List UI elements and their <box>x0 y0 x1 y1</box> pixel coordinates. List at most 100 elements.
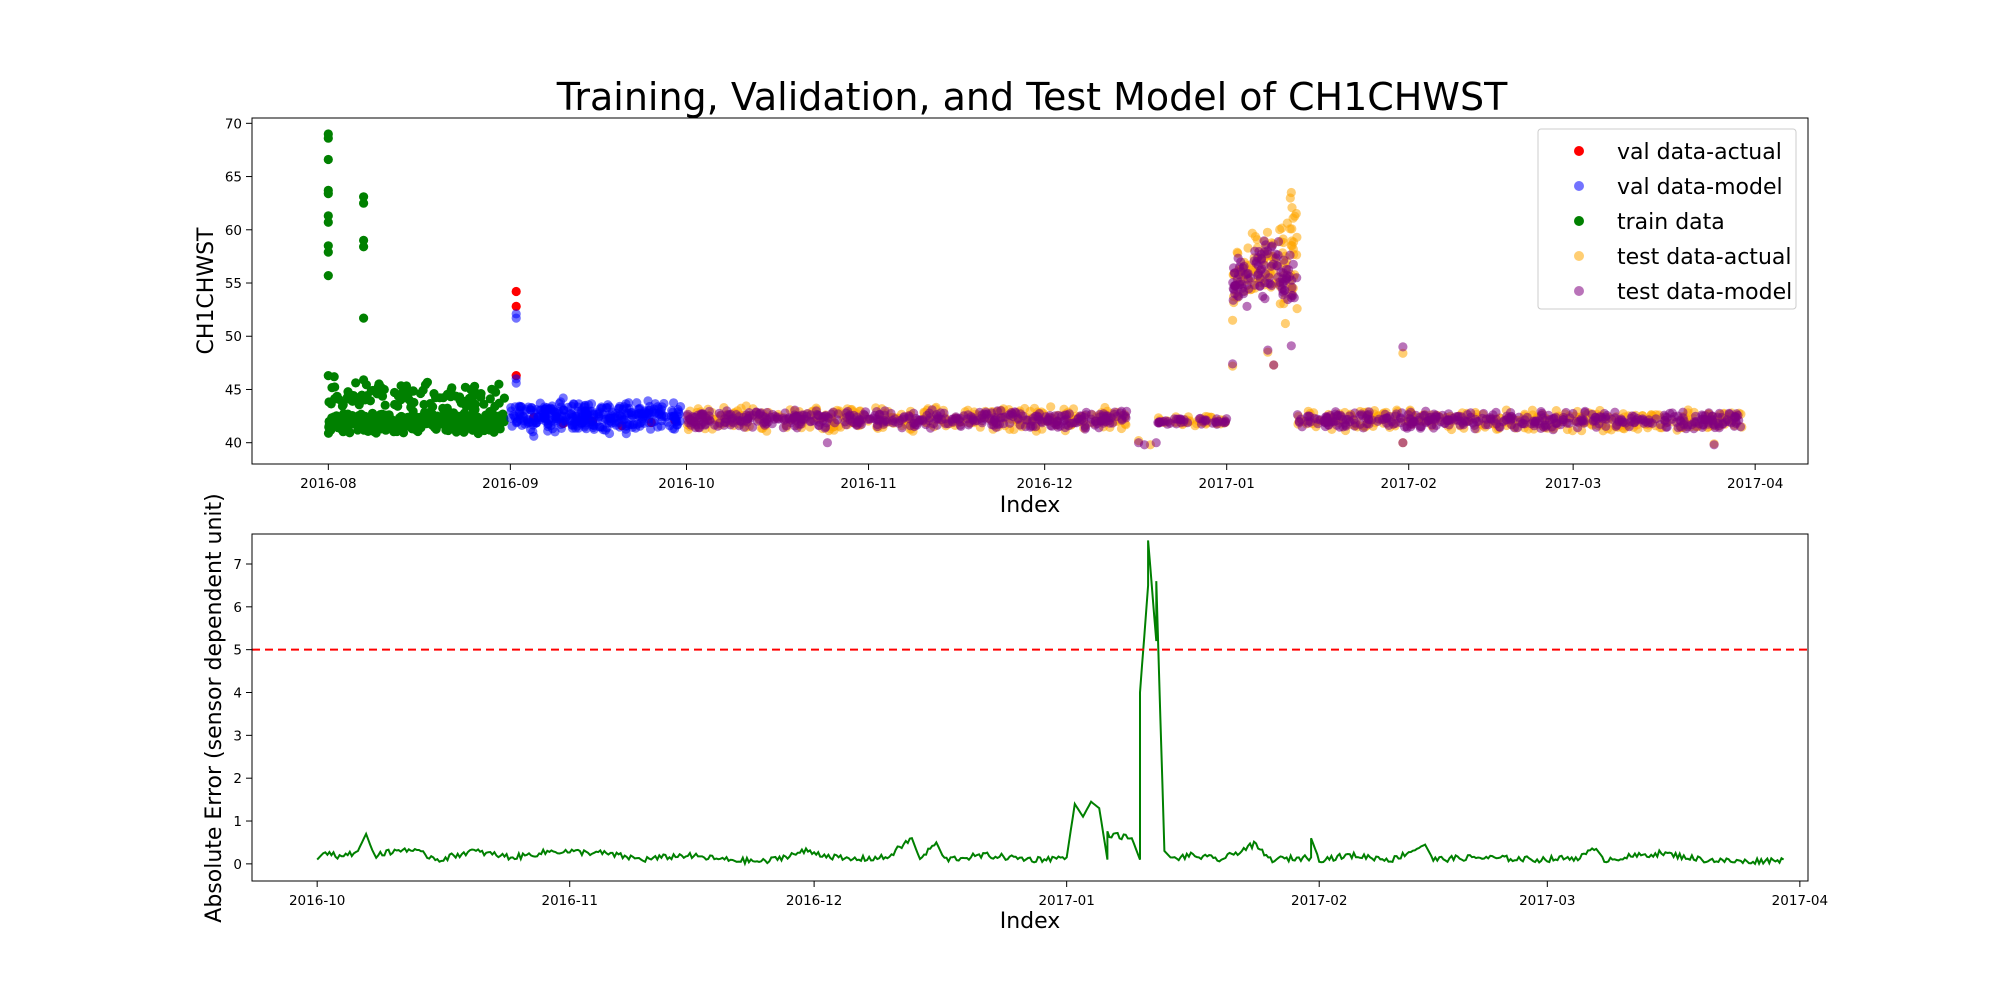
scatter-point <box>636 409 647 419</box>
scatter-point <box>668 424 678 434</box>
top-x-tick-label: 2016-08 <box>300 476 356 492</box>
scatter-point <box>511 301 521 311</box>
scatter-point <box>343 387 353 397</box>
scatter-point <box>323 217 333 227</box>
scatter-point <box>977 418 987 428</box>
scatter-point <box>479 399 489 409</box>
scatter-point <box>663 417 673 427</box>
bottom-y-tick-label: 1 <box>233 814 242 830</box>
top-x-tick-label: 2017-03 <box>1545 476 1601 492</box>
scatter-point <box>529 431 539 441</box>
scatter-point <box>428 402 438 412</box>
scatter-point <box>1028 413 1038 423</box>
scatter-point <box>586 399 597 409</box>
scatter-point <box>1610 407 1620 417</box>
scatter-point <box>674 407 684 417</box>
scatter-point <box>323 133 333 143</box>
scatter-point <box>1046 402 1056 412</box>
scatter-point <box>1255 273 1265 284</box>
scatter-point <box>1281 264 1292 274</box>
scatter-point <box>778 413 788 424</box>
scatter-point <box>1287 241 1297 251</box>
scatter-point <box>1690 418 1700 428</box>
scatter-point <box>416 388 426 399</box>
scatter-point <box>1117 415 1127 425</box>
scatter-point <box>552 408 562 418</box>
legend: val data-actual val data-model train data t… <box>1537 128 1797 310</box>
scatter-point <box>359 235 369 245</box>
scatter-point <box>550 427 560 437</box>
scatter-point <box>1105 418 1115 428</box>
scatter-point <box>1282 274 1292 284</box>
scatter-point <box>1509 423 1520 433</box>
scatter-point <box>1398 342 1408 352</box>
scatter-point <box>705 416 715 426</box>
scatter-point <box>377 391 388 401</box>
scatter-point <box>1285 250 1295 260</box>
scatter-point <box>1431 420 1441 430</box>
scatter-point <box>1551 418 1562 428</box>
scatter-point <box>963 410 973 420</box>
scatter-point <box>1090 420 1100 430</box>
top-plot-frame <box>251 117 1809 465</box>
scatter-point <box>1238 289 1249 299</box>
scatter-point <box>1050 411 1060 421</box>
scatter-point <box>447 408 457 418</box>
scatter-point <box>1255 281 1265 291</box>
bottom-x-ticks: 2016-10 2016-11 2016-12 2017-01 2017-02 2017-… <box>289 881 1828 909</box>
legend-marker <box>1574 251 1584 261</box>
scatter-point <box>1219 418 1229 428</box>
legend-marker <box>1574 146 1584 156</box>
scatter-point <box>528 420 538 430</box>
scatter-point <box>1422 417 1432 427</box>
scatter-point <box>323 241 333 251</box>
scatter-point <box>490 401 500 412</box>
scatter-point <box>890 417 901 427</box>
scatter-point <box>407 424 417 434</box>
chart-title: Training, Validation, and Test Model of … <box>556 75 1508 119</box>
legend-label: test data-actual <box>1617 245 1791 270</box>
bottom-y-tick-label: 2 <box>233 771 242 787</box>
scatter-point <box>853 417 863 427</box>
scatter-point <box>419 399 429 410</box>
scatter-point <box>1007 409 1017 419</box>
scatter-point <box>1275 277 1285 287</box>
scatter-point <box>1288 213 1298 223</box>
scatter-point <box>1151 438 1161 448</box>
scatter-point <box>448 422 458 432</box>
scatter-point <box>1278 287 1288 297</box>
scatter-point <box>343 426 353 436</box>
scatter-point <box>577 419 587 429</box>
scatter-point <box>1236 257 1246 267</box>
scatter-point <box>864 414 874 424</box>
scatter-point <box>487 384 497 394</box>
scatter-point <box>1551 406 1561 416</box>
scatter-point <box>1229 268 1240 278</box>
scatter-point <box>1296 414 1306 424</box>
scatter-point <box>1466 412 1476 422</box>
scatter-point <box>645 401 655 412</box>
scatter-point <box>441 417 451 427</box>
scatter-point <box>1286 341 1296 351</box>
scatter-point <box>1451 412 1461 422</box>
scatter-point <box>607 418 617 428</box>
scatter-point <box>568 423 578 433</box>
scatter-point <box>1263 246 1273 256</box>
scatter-point <box>380 400 390 410</box>
scatter-point <box>690 412 700 422</box>
scatter-point <box>1573 423 1583 433</box>
bottom-x-tick-label: 2016-10 <box>289 893 345 909</box>
scatter-point <box>499 393 509 403</box>
scatter-point <box>986 408 997 418</box>
scatter-point <box>1263 345 1273 355</box>
scatter-point <box>1062 410 1072 420</box>
scatter-point <box>832 415 843 425</box>
scatter-point <box>1587 409 1597 420</box>
scatter-point <box>595 404 606 414</box>
scatter-point <box>485 394 495 404</box>
scatter-point <box>1341 420 1351 430</box>
top-x-tick-label: 2017-02 <box>1381 476 1437 492</box>
scatter-point <box>339 409 349 419</box>
scatter-point <box>648 417 659 427</box>
scatter-point <box>404 388 414 398</box>
